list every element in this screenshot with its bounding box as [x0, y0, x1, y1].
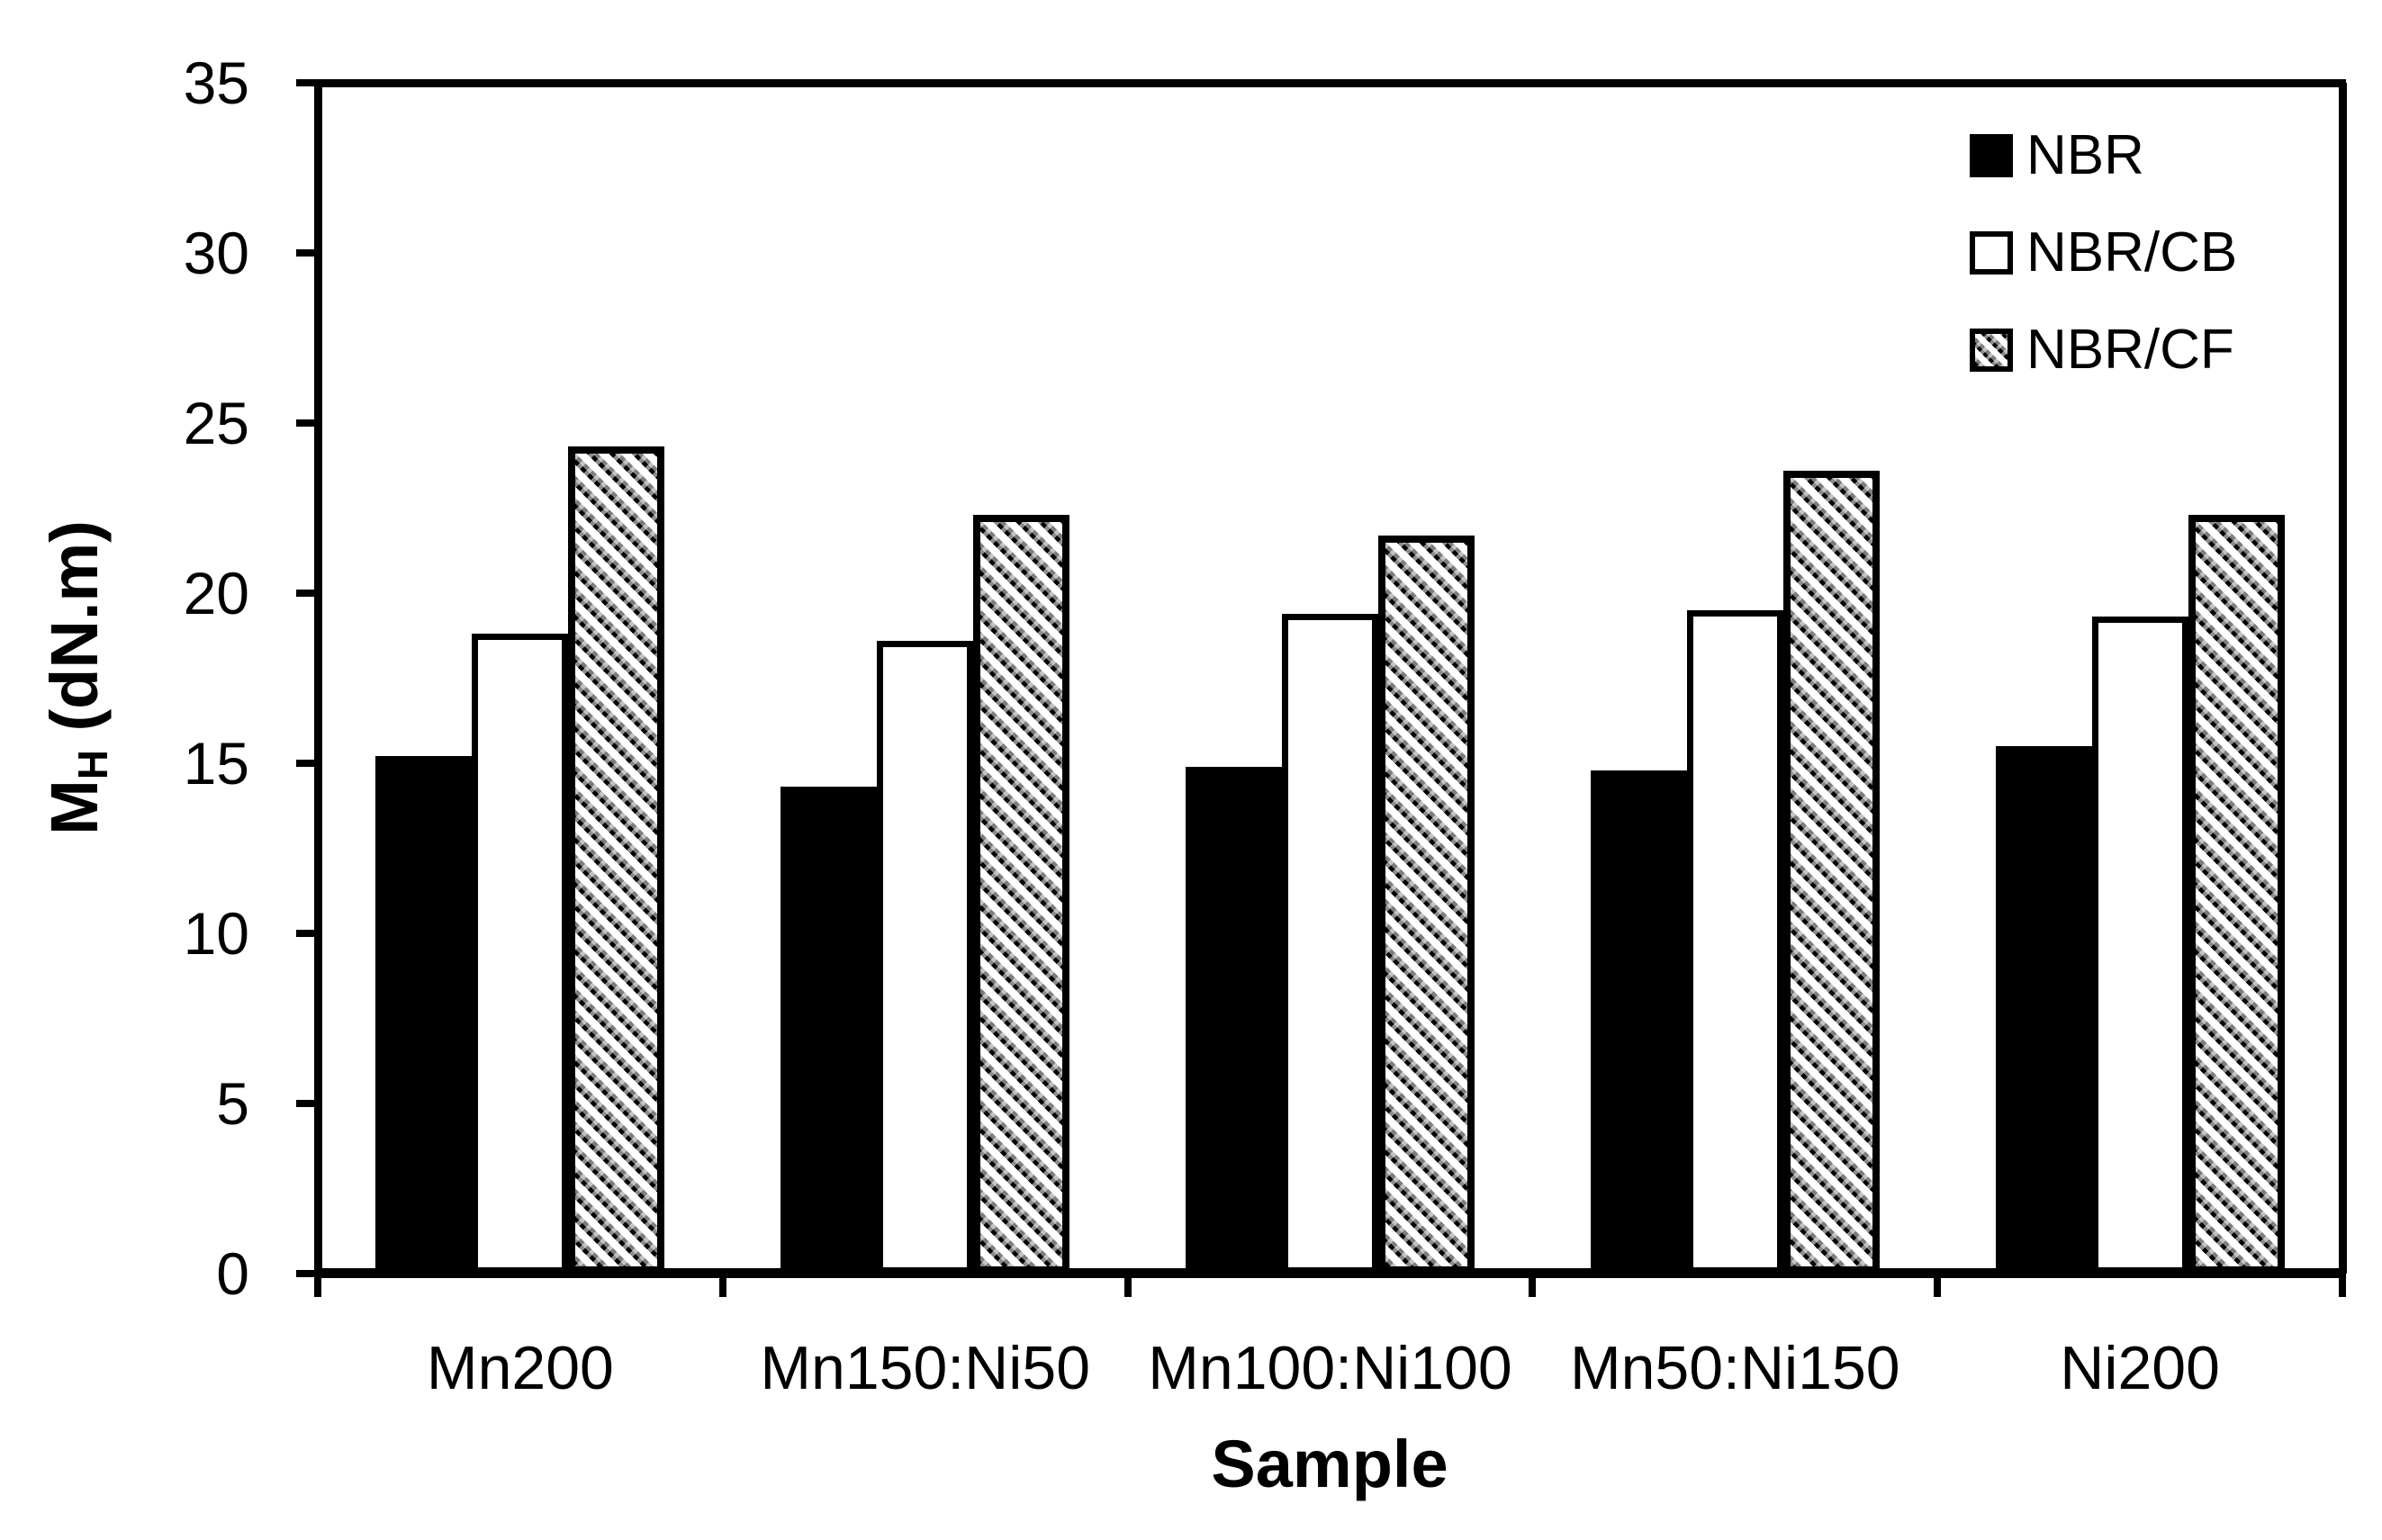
y-tick-mark-0 — [296, 1270, 318, 1277]
bar-nbrcf-mn200 — [568, 446, 665, 1274]
y-axis-title-subscript: H — [69, 750, 117, 780]
legend: NBR NBR/CB NBR/CF — [1970, 128, 2237, 378]
y-tick-label-10: 10 — [183, 900, 249, 967]
bar-nbrcf-ni200 — [2188, 515, 2285, 1274]
y-tick-mark-30 — [296, 249, 318, 257]
x-tick-mark-1 — [718, 1274, 726, 1297]
bar-nbrcf-mn50ni150 — [1782, 470, 1880, 1274]
x-tick-mark-3 — [1529, 1274, 1537, 1297]
x-category-label-ni200: Ni200 — [2060, 1334, 2220, 1402]
bar-nbrcb-mn50ni150 — [1686, 609, 1783, 1274]
y-tick-mark-15 — [296, 760, 318, 767]
bar-nbrcf-mn100ni100 — [1378, 535, 1475, 1274]
legend-label-nbr-cb: NBR/CB — [2026, 221, 2238, 284]
y-tick-mark-20 — [296, 590, 318, 597]
x-category-label-mn50ni150: Mn50:Ni150 — [1569, 1334, 1900, 1402]
y-tick-label-15: 15 — [183, 730, 249, 797]
bar-nbrcb-mn150ni50 — [877, 640, 974, 1274]
bar-nbrcb-mn200 — [472, 634, 569, 1274]
plot-border-top — [314, 79, 2346, 87]
x-tick-mark-5 — [2339, 1274, 2346, 1297]
bar-nbr-mn50ni150 — [1590, 770, 1687, 1274]
legend-label-nbr: NBR — [2026, 124, 2144, 186]
y-axis-title-units: (dN.m) — [36, 520, 112, 751]
y-tick-mark-5 — [296, 1100, 318, 1107]
legend-label-nbr-cf: NBR/CF — [2026, 319, 2234, 381]
y-tick-mark-35 — [296, 79, 318, 86]
x-category-label-mn200: Mn200 — [426, 1334, 614, 1402]
y-tick-label-35: 35 — [183, 50, 249, 116]
legend-swatch-nbr — [1970, 134, 2013, 177]
y-axis-title: MH (dN.m) — [36, 520, 117, 835]
y-tick-label-25: 25 — [183, 390, 249, 456]
bar-nbr-mn100ni100 — [1186, 766, 1282, 1274]
bar-nbr-ni200 — [1995, 746, 2092, 1274]
x-axis-title: Sample — [1211, 1427, 1448, 1501]
legend-item-nbr-cf: NBR/CF — [1970, 322, 2237, 378]
bar-nbrcb-mn100ni100 — [1282, 613, 1378, 1274]
legend-swatch-nbr-cb — [1970, 231, 2013, 275]
plot-border-right — [2339, 83, 2347, 1274]
x-tick-mark-4 — [1934, 1274, 1942, 1297]
bar-nbrcf-mn150ni50 — [973, 515, 1070, 1274]
legend-item-nbr: NBR — [1970, 128, 2237, 184]
x-tick-mark-2 — [1123, 1274, 1132, 1297]
y-tick-mark-10 — [296, 930, 318, 937]
y-tick-label-0: 0 — [216, 1240, 249, 1307]
bar-nbr-mn150ni50 — [780, 787, 878, 1274]
bar-nbrcb-ni200 — [2091, 617, 2188, 1274]
y-tick-label-30: 30 — [183, 220, 249, 286]
x-category-label-mn150ni50: Mn150:Ni50 — [760, 1334, 1091, 1402]
y-axis-line — [314, 83, 322, 1274]
x-tick-mark-0 — [314, 1274, 321, 1297]
x-category-label-mn100ni100: Mn100:Ni100 — [1148, 1334, 1512, 1402]
y-axis-title-main: M — [36, 779, 112, 835]
legend-swatch-nbr-cf — [1970, 329, 2013, 372]
y-tick-label-5: 5 — [216, 1070, 249, 1137]
y-tick-mark-25 — [296, 419, 318, 427]
plot-area: NBR NBR/CB NBR/CF Sample Mn200 Mn150:Ni50… — [184, 50, 2347, 1501]
bar-nbr-mn200 — [375, 756, 473, 1274]
y-tick-label-20: 20 — [183, 560, 249, 626]
legend-item-nbr-cb: NBR/CB — [1970, 225, 2237, 281]
